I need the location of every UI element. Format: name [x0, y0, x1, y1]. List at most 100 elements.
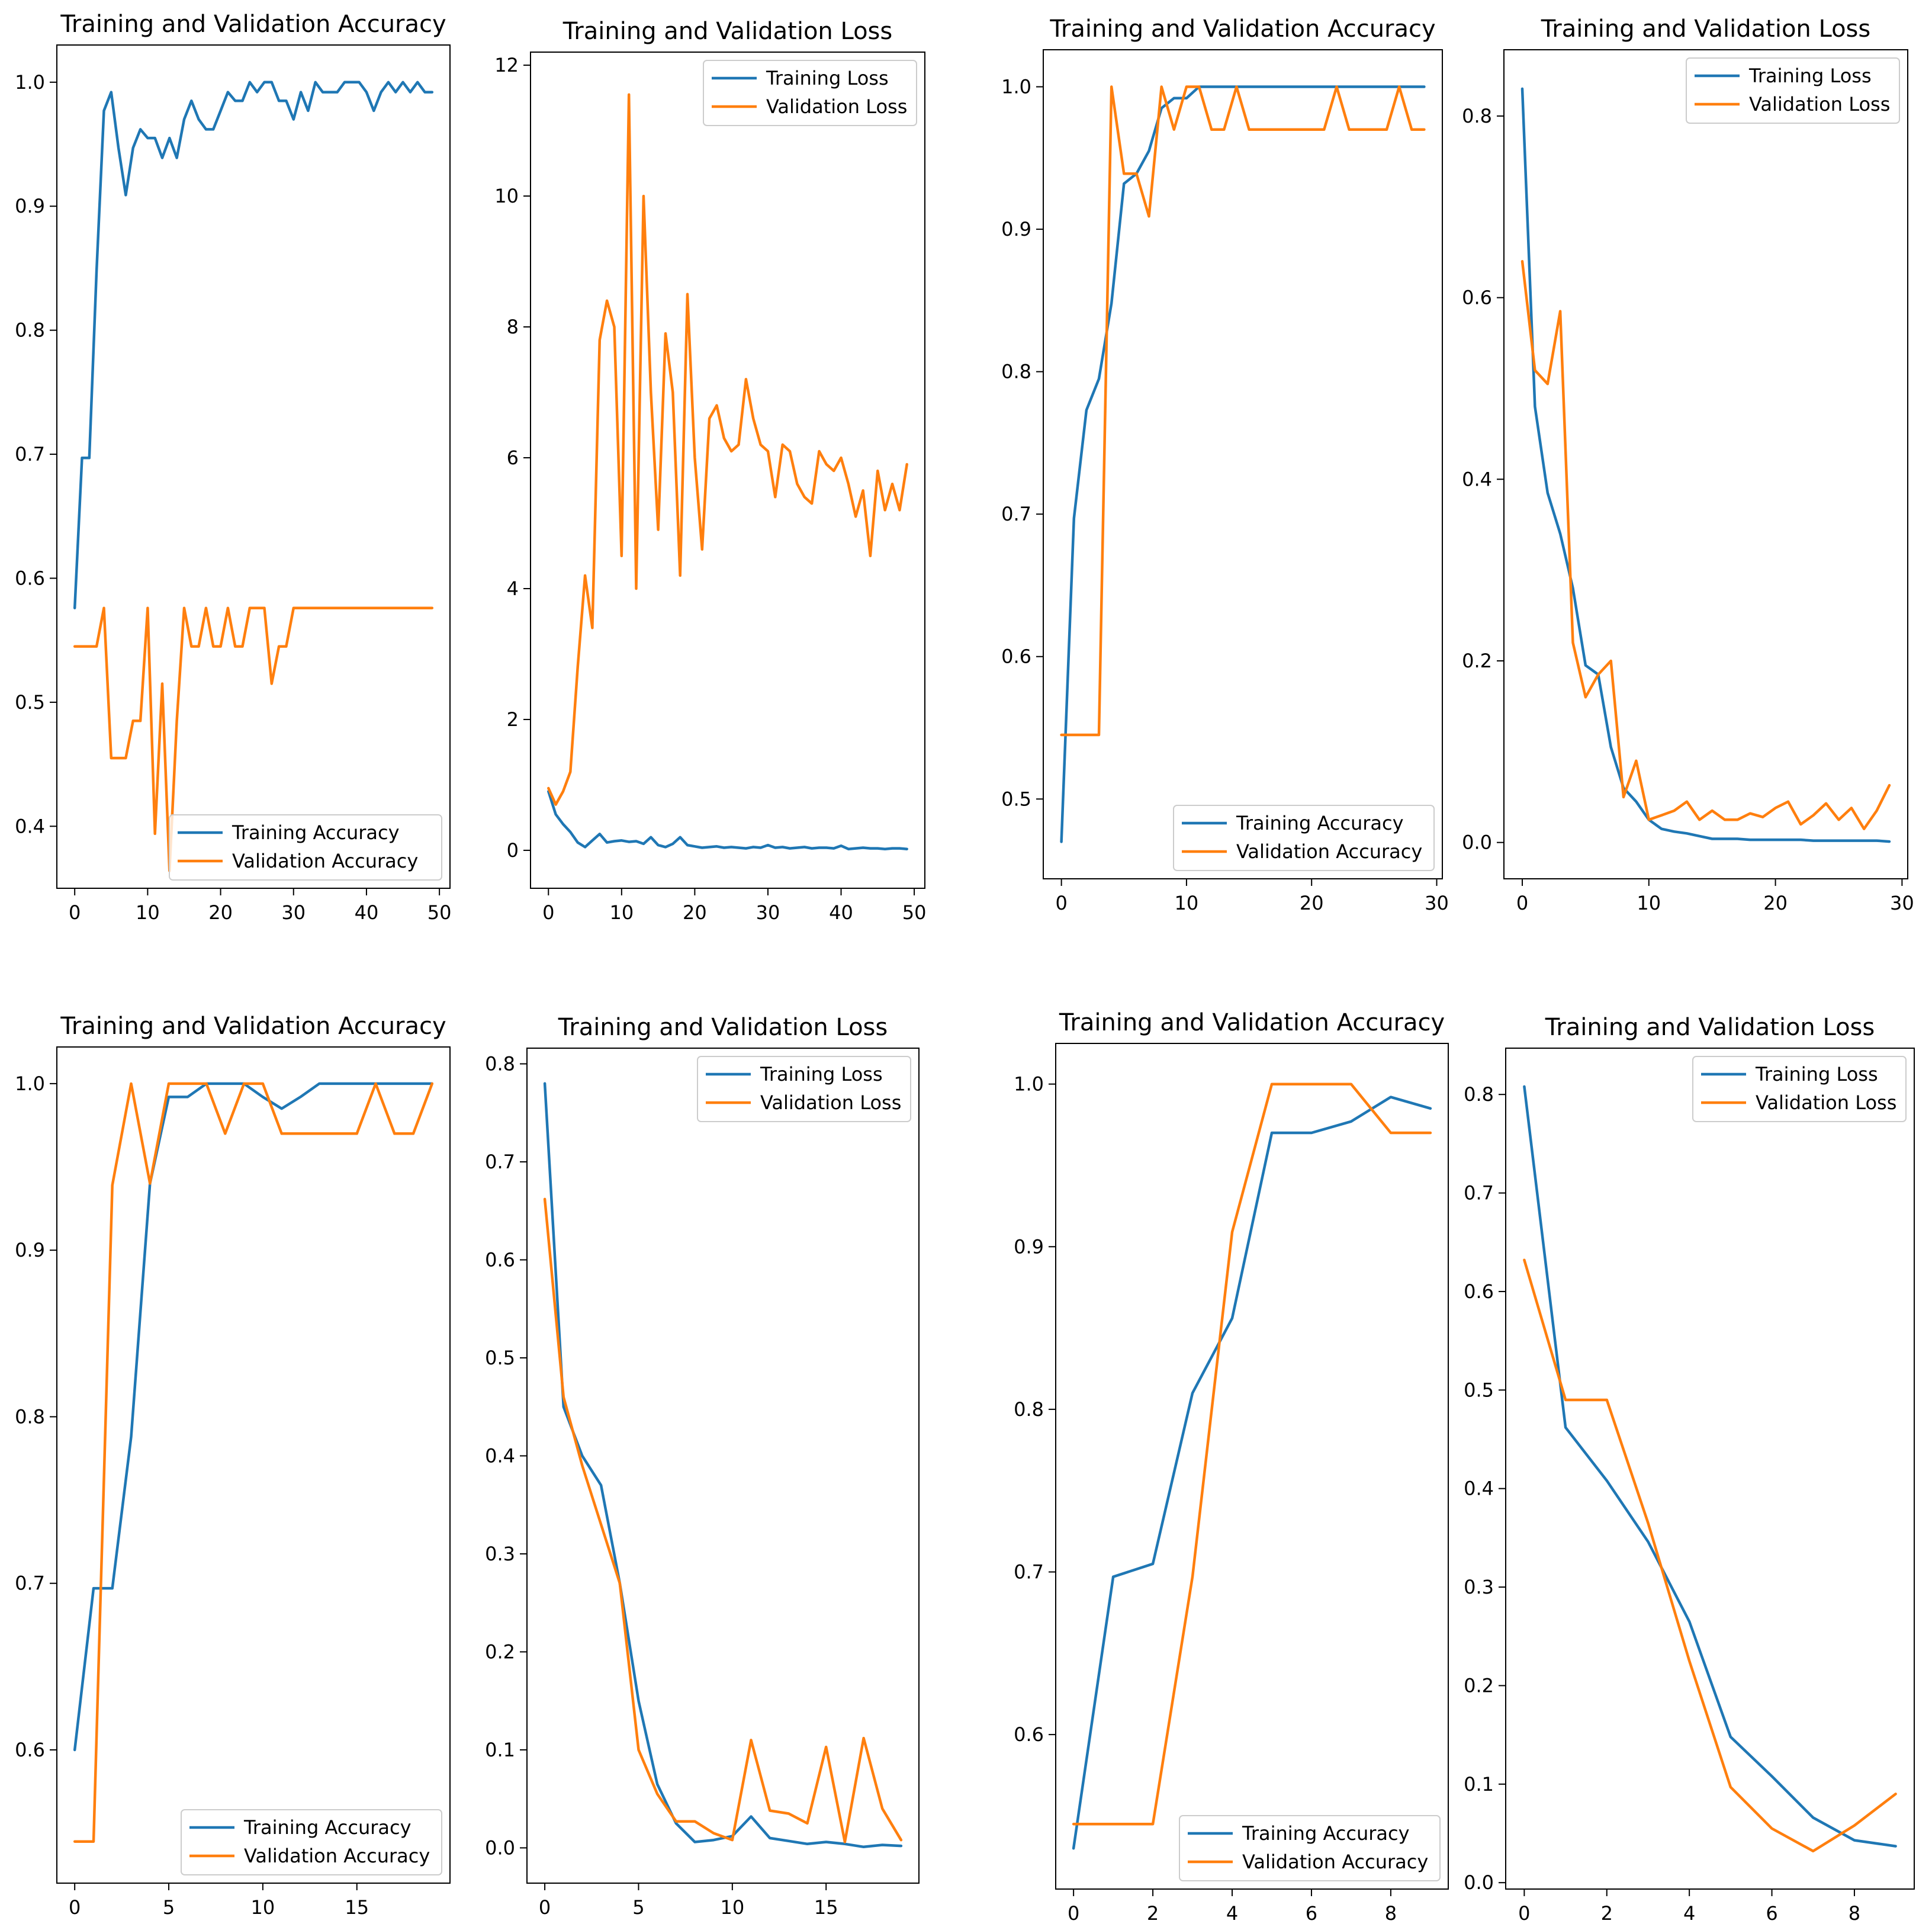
y-tick-label: 0.1 [1464, 1773, 1494, 1795]
x-tick-label: 0 [542, 901, 554, 924]
y-tick-label: 0.2 [1462, 650, 1492, 672]
legend-box [169, 814, 442, 881]
y-tick-label: 6 [507, 447, 519, 469]
x-tick-label: 10 [720, 1896, 744, 1919]
x-tick-label: 5 [632, 1896, 644, 1919]
chart-title: Training and Validation Loss [1545, 1014, 1875, 1041]
y-tick-label: 0.5 [15, 691, 45, 714]
y-tick-label: 0.8 [1001, 361, 1031, 383]
y-tick-label: 0.7 [1464, 1182, 1494, 1204]
legend-label: Training Accuracy [1236, 812, 1404, 834]
chart-title: Training and Validation Accuracy [1049, 15, 1435, 43]
chart-panel-6: Training and Validation Loss 0 5 10 15 0.0 0.1… [485, 1014, 920, 1919]
legend: Training Accuracy Validation Accuracy [181, 1809, 442, 1875]
x-tick-label: 0 [69, 1896, 81, 1919]
x-tick-label: 0 [1518, 1902, 1530, 1921]
chart-panel-3: Training and Validation Accuracy 0 10 20 30 0… [1001, 15, 1449, 914]
x-tick-label: 40 [355, 901, 379, 924]
legend-label: Training Loss [1755, 1063, 1878, 1085]
legend-label: Validation Loss [1756, 1091, 1896, 1114]
y-tick-label: 0.5 [1464, 1379, 1494, 1401]
y-tick-label: 2 [507, 708, 519, 731]
y-tick-label: 0.4 [1464, 1477, 1494, 1500]
y-tick-label: 0.3 [1464, 1576, 1494, 1598]
x-tick-label: 50 [902, 901, 927, 924]
legend-label: Validation Loss [1749, 93, 1890, 115]
x-tick-label: 5 [163, 1896, 175, 1919]
plot-frame [526, 1048, 920, 1884]
x-tick-label: 10 [251, 1896, 275, 1919]
legend-box [1179, 1815, 1441, 1881]
chart-title: Training and Validation Accuracy [60, 1013, 446, 1040]
x-tick-label: 10 [1175, 892, 1199, 914]
training-series-line [547, 790, 908, 850]
x-tick-label: 40 [829, 901, 853, 924]
plot-frame [1505, 1048, 1915, 1890]
legend-box [1173, 805, 1435, 871]
training-series-line [1060, 85, 1426, 843]
legend-label: Training Accuracy [243, 1816, 412, 1839]
legend-label: Training Accuracy [1242, 1822, 1410, 1845]
legend-box [697, 1056, 911, 1122]
legend-label: Training Loss [760, 1063, 883, 1085]
chart-panel-7: Training and Validation Accuracy 0 2 4 6 8 0.6… [1014, 1009, 1449, 1924]
validation-series-line [1523, 1258, 1897, 1853]
x-tick-label: 4 [1683, 1902, 1695, 1921]
training-series-line [73, 1082, 434, 1752]
legend-label: Validation Loss [760, 1091, 901, 1114]
chart-panel-2: Training and Validation Loss 0 10 20 30 40 50 0… [494, 18, 926, 924]
y-tick-label: 0.7 [1001, 503, 1031, 525]
y-tick-label: 0.8 [15, 1405, 45, 1428]
plot-frame [56, 1046, 451, 1884]
validation-series-line [1060, 85, 1426, 737]
x-tick-label: 2 [1147, 1902, 1159, 1921]
validation-series-line [1072, 1083, 1432, 1826]
y-tick-label: 0.8 [15, 319, 45, 342]
x-tick-label: 6 [1766, 1902, 1777, 1921]
x-tick-label: 50 [427, 901, 452, 924]
x-tick-label: 8 [1849, 1902, 1860, 1921]
plot-frame [1503, 49, 1908, 879]
legend-label: Validation Accuracy [244, 1845, 430, 1867]
y-tick-label: 0.6 [1014, 1723, 1044, 1746]
y-tick-label: 0.4 [15, 815, 45, 837]
chart-panel-8: Training and Validation Loss 0 2 4 6 8 0.0 0.1 0… [1464, 1014, 1915, 1924]
legend-label: Validation Accuracy [1242, 1851, 1428, 1873]
validation-series-line [547, 93, 908, 806]
chart-title: Training and Validation Loss [558, 1014, 888, 1041]
x-tick-label: 0 [1055, 892, 1067, 914]
x-tick-label: 0 [69, 901, 81, 924]
plot-frame [56, 44, 451, 889]
validation-series-line [73, 1082, 434, 1843]
y-tick-label: 4 [507, 577, 519, 600]
y-tick-label: 0.2 [1464, 1674, 1494, 1697]
plot-frame [530, 52, 925, 889]
x-tick-label: 0 [1068, 1902, 1079, 1921]
training-series-line [1523, 1085, 1897, 1848]
x-tick-label: 30 [756, 901, 780, 924]
legend: Training Accuracy Validation Accuracy [1179, 1815, 1441, 1881]
legend-box [1686, 57, 1900, 124]
legend: Training Accuracy Validation Accuracy [169, 814, 442, 881]
validation-series-line [1520, 260, 1891, 830]
x-tick-label: 10 [1637, 892, 1661, 914]
legend-label: Validation Loss [766, 95, 907, 118]
x-tick-label: 30 [281, 901, 306, 924]
y-tick-label: 0.4 [1462, 468, 1492, 490]
legend: Training Loss Validation Loss [1692, 1056, 1907, 1122]
training-series-line [73, 81, 434, 609]
x-tick-label: 15 [814, 1896, 838, 1919]
y-tick-label: 0 [507, 839, 519, 862]
y-tick-label: 0.8 [1014, 1398, 1044, 1421]
x-tick-label: 0 [539, 1896, 551, 1919]
x-tick-label: 4 [1226, 1902, 1238, 1921]
legend-label: Training Loss [766, 67, 889, 89]
legend-box [703, 60, 917, 126]
x-tick-label: 15 [345, 1896, 369, 1919]
y-tick-label: 0.7 [15, 443, 45, 465]
y-tick-label: 0.6 [485, 1248, 515, 1271]
chart-title: Training and Validation Accuracy [1059, 1009, 1445, 1036]
training-series-line [1520, 87, 1891, 843]
y-tick-label: 0.0 [1464, 1871, 1494, 1894]
